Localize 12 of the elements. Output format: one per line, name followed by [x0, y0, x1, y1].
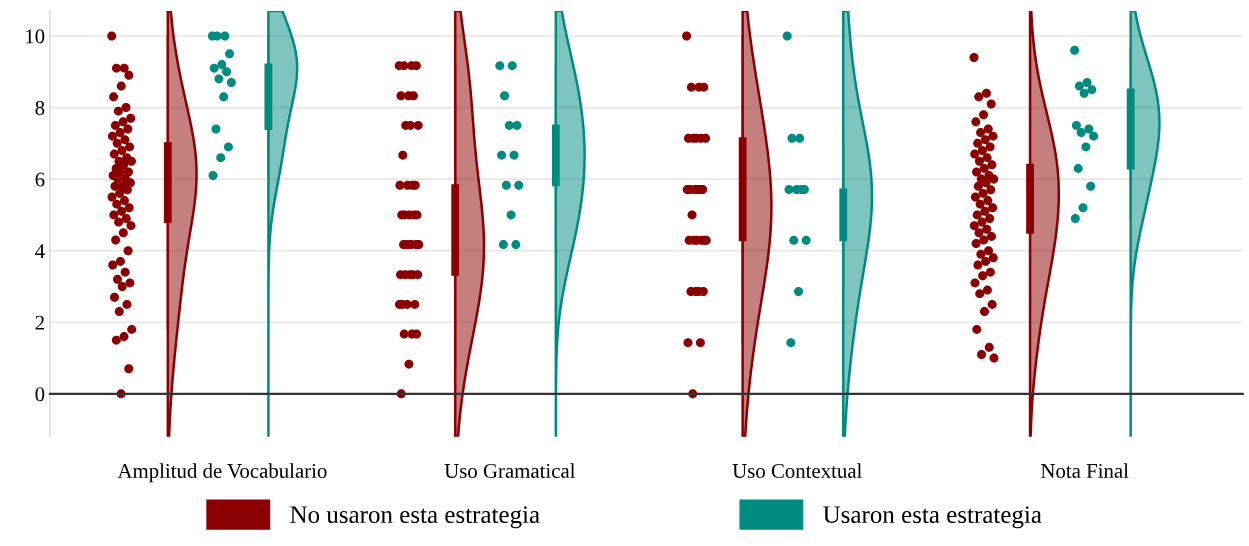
x-tick-label: Nota Final — [1041, 463, 1129, 478]
x-tick-label: Uso Contextual — [732, 463, 862, 478]
y-tick-label: 8 — [35, 100, 45, 115]
y-tick-label: 10 — [26, 29, 45, 44]
legend-label: Usaron esta estrategia — [823, 506, 1042, 529]
y-tick-label: 4 — [35, 244, 45, 258]
legend-label: No usaron esta estrategia — [290, 506, 540, 529]
x-tick-label: Uso Gramatical — [444, 463, 576, 478]
y-tick-label: 0 — [35, 387, 45, 402]
x-tick-label: Amplitud de Vocabulario — [117, 463, 327, 483]
y-tick-label: 6 — [35, 172, 45, 187]
y-tick-label: 2 — [35, 315, 44, 330]
